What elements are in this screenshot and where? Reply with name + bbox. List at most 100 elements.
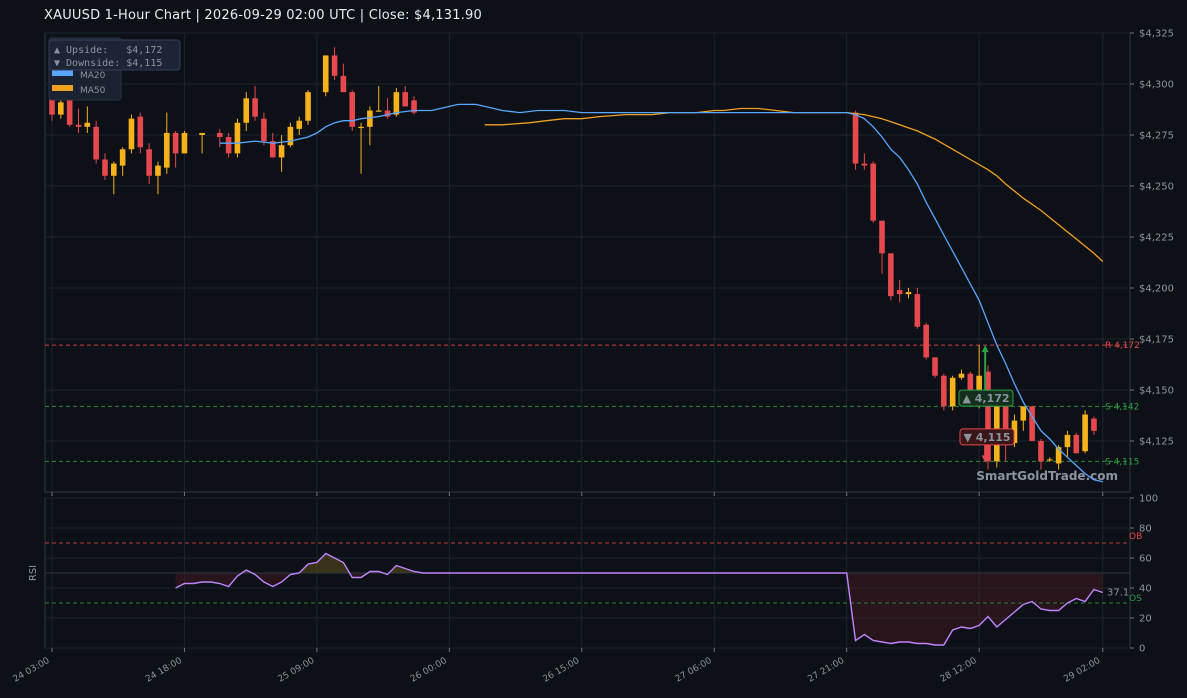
level-label: S 4,142 [1105,402,1139,412]
y-tick-label: $4,275 [1139,131,1174,142]
ma50-legend-label: MA50 [80,86,106,96]
candle-body [1002,404,1009,444]
candle-body [896,290,903,295]
candle-body [181,132,188,154]
candle-body [870,163,876,221]
candle-body [155,165,161,176]
candle-body [861,163,868,166]
ma20-legend-label: MA20 [80,71,106,81]
price-panel [44,32,1131,493]
x-tick-label: 27 06:00 [674,656,714,685]
level-label: S 4,115 [1105,457,1139,467]
candle-body [146,149,152,176]
candle-body [119,149,126,166]
candle-body [1038,441,1044,462]
candle-body [216,132,223,138]
upside-info: ▲ Upside: $4,172 [54,45,162,56]
ma50-legend-swatch [52,85,73,91]
candle-body [384,110,391,117]
downside-arrowhead [981,455,989,463]
x-tick-label: 26 00:00 [409,656,449,685]
rsi-last-value: 37.1 [1107,588,1129,599]
candle-body [1029,406,1035,441]
candle-body [111,163,117,176]
candle-body [137,116,144,148]
y-tick-label: $4,150 [1139,386,1174,397]
candle-body [367,110,373,127]
rsi-tick-label: 80 [1139,524,1152,535]
y-tick-label: $4,325 [1139,29,1174,40]
candle-body [349,92,356,127]
candle-body [243,98,250,123]
rsi-tick-label: 40 [1139,584,1152,595]
x-tick-label: 29 02:00 [1062,656,1102,685]
candle-body [163,132,170,168]
upside-arrowhead [981,345,989,353]
candle-body [278,145,285,158]
candle-body [949,377,956,407]
candle-body [331,55,338,76]
x-tick-label: 27 21:00 [806,656,846,685]
candle-body [967,373,974,399]
candle-body [199,132,205,135]
ma20-legend-swatch [52,70,73,76]
ma20-line [219,103,1103,483]
level-label: R 4,172 [1105,341,1140,351]
candle-body [1091,418,1097,431]
candle-body [393,92,400,115]
rsi-ob-label: OB [1129,532,1142,542]
candle-body [58,102,64,115]
candle-body [985,371,991,462]
candle-body [296,120,303,129]
watermark: SmartGoldTrade.com [976,469,1118,483]
candle-body [1064,434,1071,448]
candle-body [287,126,294,146]
candle-body [49,98,55,115]
candle-body [358,126,364,129]
candle-body [102,159,108,176]
candle-body [93,126,99,160]
candle-body [234,122,241,154]
candle-body [402,92,408,107]
candle-body [1073,434,1080,454]
rsi-tick-label: 100 [1139,494,1158,505]
candle-body [128,118,135,150]
rsi-line [175,552,1104,646]
upside-tag [958,389,1014,407]
candle-body [932,357,938,376]
x-tick-label: 26 15:00 [541,656,581,685]
upside-tag-label: ▲ 4,172 [962,392,1009,405]
candle-body [261,118,267,142]
candle-body [66,100,73,125]
y-tick-label: $4,175 [1139,335,1174,346]
candle-body [172,132,179,154]
candle-body [852,112,859,164]
candle-body [75,124,82,127]
candle-body [252,98,258,117]
y-tick-label: $4,300 [1139,80,1174,91]
candle-body [84,122,91,127]
candle-body [269,141,276,158]
candle-body [1046,459,1053,461]
candle-body [322,55,329,93]
rsi-os-label: OS [1129,594,1142,604]
downside-tag [959,428,1015,446]
downside-info: ▼ Downside: $4,115 [54,58,162,69]
candle-body [976,375,982,399]
rsi-tick-label: 20 [1139,614,1152,625]
candle-body [1055,447,1062,464]
candle-body [923,324,929,358]
x-tick-label: 28 12:00 [939,656,979,685]
info-box [48,39,181,71]
x-tick-label: 24 03:00 [12,656,52,685]
candle-body [375,110,382,112]
rsi-axis-label: RSI [28,565,39,581]
x-tick-label: 25 09:00 [277,656,317,685]
candle-body [941,375,947,407]
y-tick-label: $4,125 [1139,437,1174,448]
candle-body [225,137,232,154]
candle-body [888,253,894,297]
y-tick-label: $4,225 [1139,233,1174,244]
downside-tag-label: ▼ 4,115 [963,431,1010,444]
candle-body [340,75,347,93]
